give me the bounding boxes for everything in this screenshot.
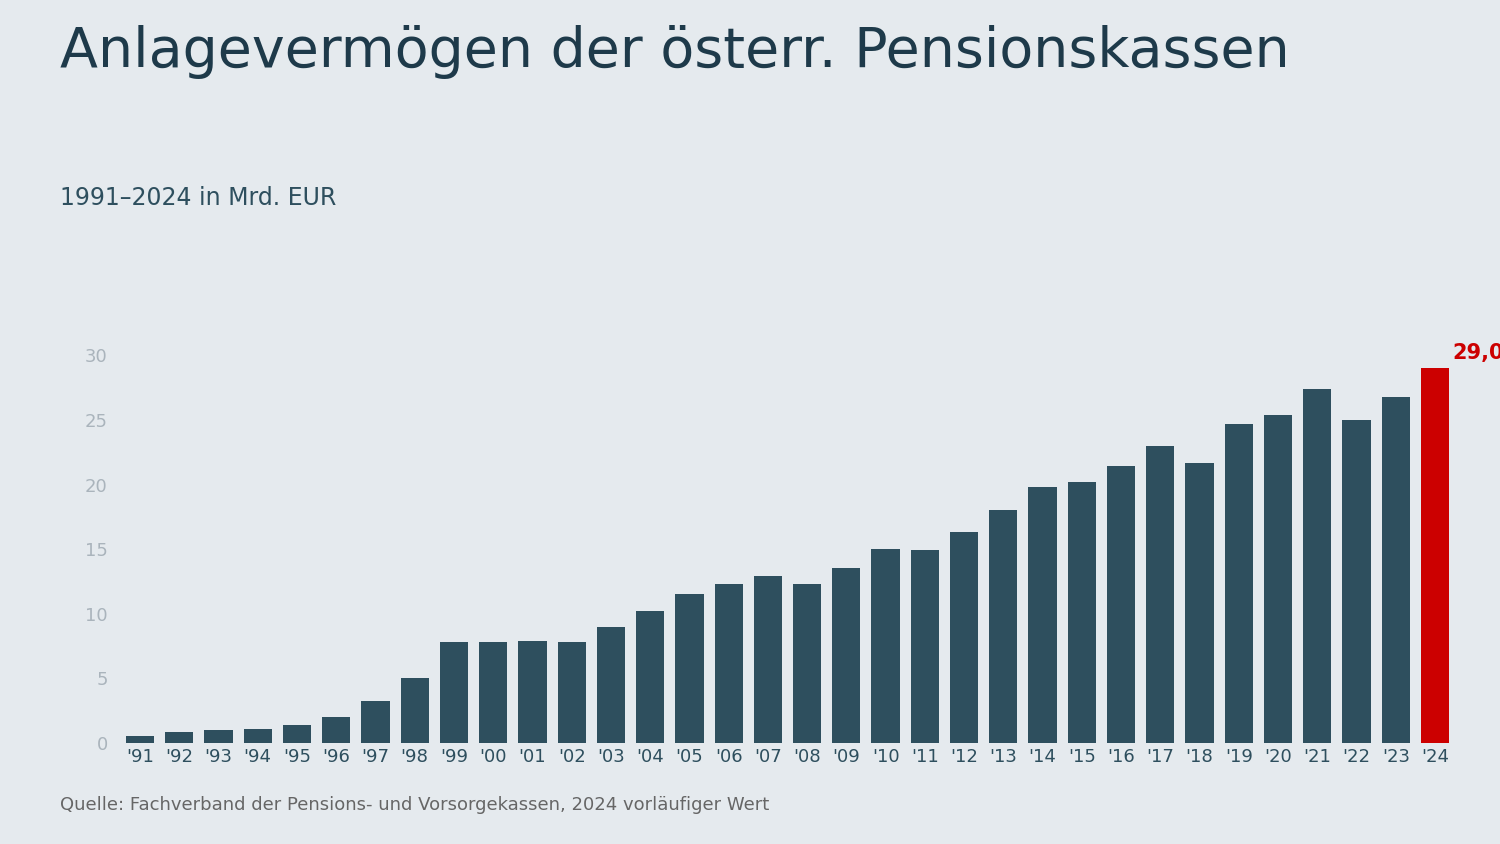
- Bar: [400, 679, 429, 743]
- Bar: [1382, 397, 1410, 743]
- Bar: [1029, 487, 1056, 743]
- Bar: [871, 549, 900, 743]
- Bar: [558, 642, 586, 743]
- Bar: [204, 730, 232, 743]
- Bar: [1304, 389, 1332, 743]
- Text: 1991–2024 in Mrd. EUR: 1991–2024 in Mrd. EUR: [60, 186, 336, 209]
- Bar: [675, 594, 704, 743]
- Bar: [753, 576, 782, 743]
- Bar: [243, 728, 272, 743]
- Bar: [833, 569, 861, 743]
- Bar: [910, 550, 939, 743]
- Bar: [440, 642, 468, 743]
- Bar: [1185, 463, 1214, 743]
- Bar: [988, 511, 1017, 743]
- Bar: [362, 701, 390, 743]
- Bar: [165, 733, 194, 743]
- Bar: [1342, 420, 1371, 743]
- Bar: [636, 611, 664, 743]
- Text: 29,04: 29,04: [1452, 343, 1500, 363]
- Bar: [519, 641, 546, 743]
- Bar: [478, 642, 507, 743]
- Bar: [597, 626, 626, 743]
- Bar: [322, 717, 351, 743]
- Bar: [794, 584, 820, 743]
- Bar: [1420, 368, 1449, 743]
- Bar: [1224, 424, 1252, 743]
- Text: Anlagevermögen der österr. Pensionskassen: Anlagevermögen der österr. Pensionskasse…: [60, 25, 1290, 79]
- Bar: [126, 736, 154, 743]
- Bar: [714, 584, 742, 743]
- Bar: [1264, 415, 1292, 743]
- Bar: [1146, 446, 1174, 743]
- Bar: [284, 725, 310, 743]
- Text: Quelle: Fachverband der Pensions- und Vorsorgekassen, 2024 vorläufiger Wert: Quelle: Fachverband der Pensions- und Vo…: [60, 797, 770, 814]
- Bar: [1068, 482, 1096, 743]
- Bar: [950, 533, 978, 743]
- Bar: [1107, 467, 1136, 743]
